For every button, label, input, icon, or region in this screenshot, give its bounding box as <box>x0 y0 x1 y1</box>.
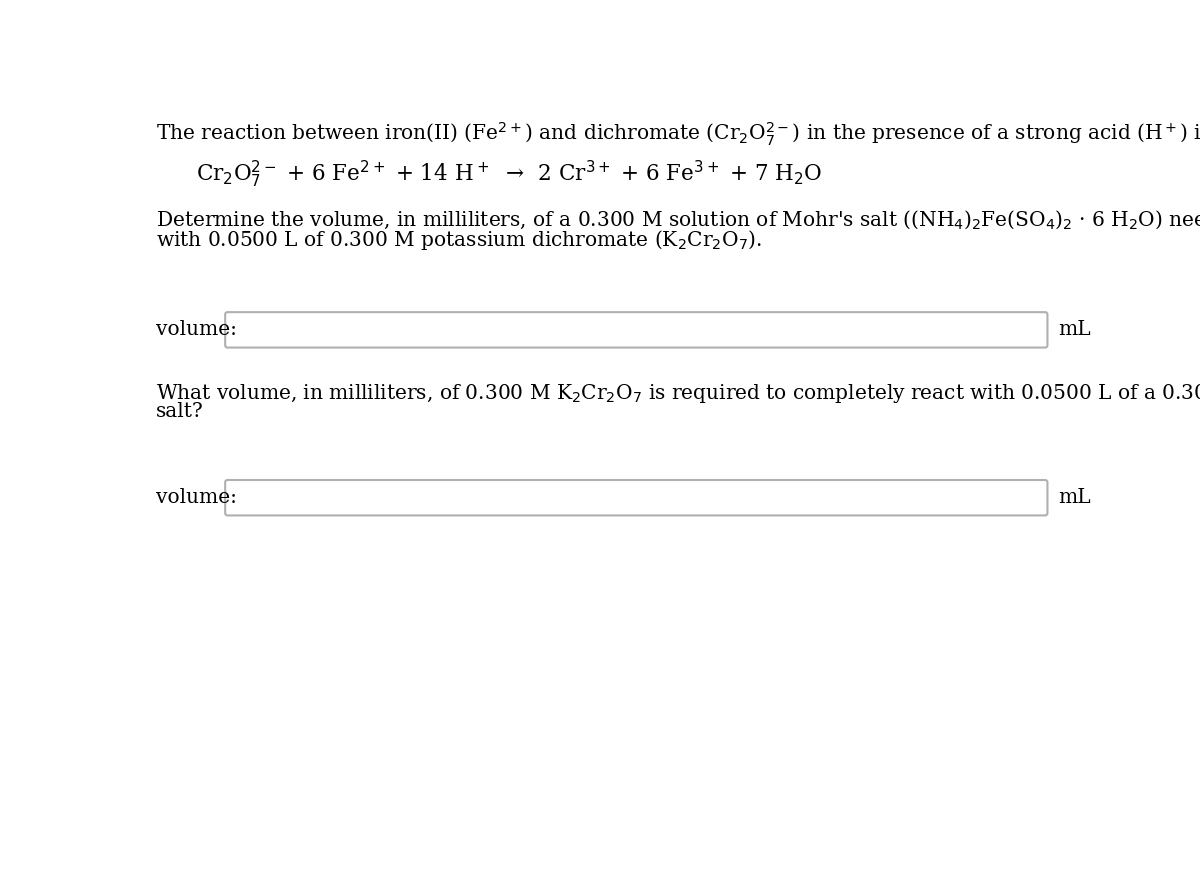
Text: What volume, in milliliters, of 0.300 M K$_2$Cr$_2$O$_7$ is required to complete: What volume, in milliliters, of 0.300 M … <box>156 382 1200 405</box>
Text: volume:: volume: <box>156 488 238 507</box>
Text: volume:: volume: <box>156 321 238 339</box>
Text: Cr$_2$O$_7^{2-}$ + 6 Fe$^{2+}$ + 14 H$^+$  →  2 Cr$^{3+}$ + 6 Fe$^{3+}$ + 7 H$_2: Cr$_2$O$_7^{2-}$ + 6 Fe$^{2+}$ + 14 H$^+… <box>197 159 823 190</box>
Text: Determine the volume, in milliliters, of a 0.300 M solution of Mohr's salt ((NH$: Determine the volume, in milliliters, of… <box>156 208 1200 232</box>
FancyBboxPatch shape <box>226 313 1048 347</box>
Text: mL: mL <box>1058 488 1091 507</box>
Text: The reaction between iron(II) (Fe$^{2+}$) and dichromate (Cr$_2$O$_7^{2-}$) in t: The reaction between iron(II) (Fe$^{2+}$… <box>156 121 1200 147</box>
Text: with 0.0500 L of 0.300 M potassium dichromate (K$_2$Cr$_2$O$_7$).: with 0.0500 L of 0.300 M potassium dichr… <box>156 228 762 252</box>
Text: salt?: salt? <box>156 402 204 421</box>
FancyBboxPatch shape <box>226 480 1048 515</box>
Text: mL: mL <box>1058 321 1091 339</box>
